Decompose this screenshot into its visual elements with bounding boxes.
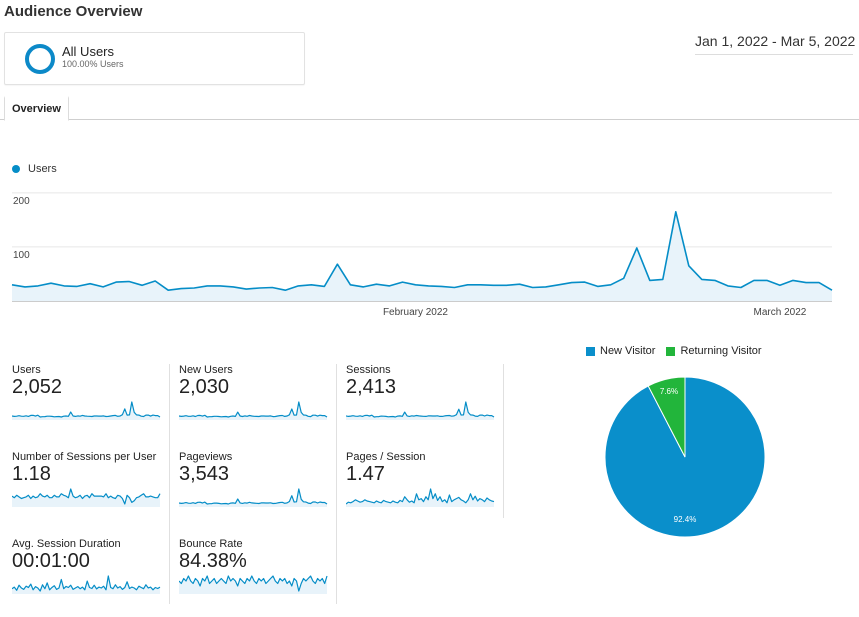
metric-divider bbox=[336, 364, 337, 604]
tab-bar: Overview bbox=[0, 94, 859, 121]
sparkline-line bbox=[346, 488, 495, 505]
sparkline-line bbox=[12, 401, 161, 418]
sparkline-fill bbox=[12, 402, 160, 420]
metric-value: 1.47 bbox=[346, 463, 385, 485]
y-tick-label: 100 bbox=[13, 250, 30, 261]
metric-label: Pages / Session bbox=[346, 451, 426, 463]
x-tick-label: February 2022 bbox=[383, 307, 448, 318]
metric-tile-number-of-sessions-per-user[interactable]: Number of Sessions per User 1.18 bbox=[12, 451, 162, 531]
metric-tile-pageviews[interactable]: Pageviews 3,543 bbox=[179, 451, 329, 531]
metric-label: Number of Sessions per User bbox=[12, 451, 157, 463]
sparkline-line bbox=[12, 575, 161, 592]
metric-value: 1.18 bbox=[12, 463, 51, 485]
sparkline-fill bbox=[346, 402, 494, 420]
sparkline-line bbox=[12, 488, 161, 505]
metric-value: 2,052 bbox=[12, 376, 63, 398]
date-range-picker[interactable]: Jan 1, 2022 - Mar 5, 2022 bbox=[695, 33, 855, 55]
metric-value: 2,030 bbox=[179, 376, 230, 398]
pie-slice-returning-visitor[interactable] bbox=[647, 376, 686, 458]
sparkline bbox=[179, 488, 328, 507]
users-series-line bbox=[11, 211, 833, 291]
visitor-pie-chart[interactable]: 92.4% 7.6% bbox=[600, 372, 770, 542]
metric-tile-users[interactable]: Users 2,052 bbox=[12, 364, 162, 444]
sparkline bbox=[179, 401, 328, 420]
metric-tile-pages-session[interactable]: Pages / Session 1.47 bbox=[346, 451, 496, 531]
pie-legend-returning: Returning Visitor bbox=[666, 345, 762, 357]
metric-tile-avg-session-duration[interactable]: Avg. Session Duration 00:01:00 bbox=[12, 538, 162, 617]
returning-visitor-swatch-icon bbox=[666, 346, 676, 356]
metric-divider bbox=[503, 364, 504, 518]
sparkline-fill bbox=[12, 489, 160, 507]
sparkline-fill bbox=[179, 489, 327, 507]
pie-legend-new: New Visitor bbox=[586, 345, 655, 357]
sparkline-line bbox=[179, 401, 328, 418]
pie-label-new-visitor: 92.4% bbox=[674, 515, 697, 524]
metric-tile-new-users[interactable]: New Users 2,030 bbox=[179, 364, 329, 444]
y-tick-label: 200 bbox=[13, 196, 30, 207]
sparkline bbox=[12, 575, 161, 594]
new-visitor-swatch-icon bbox=[586, 346, 595, 356]
metric-label: Pageviews bbox=[179, 451, 233, 463]
chart-legend: Users bbox=[12, 163, 57, 175]
metric-label: Avg. Session Duration bbox=[12, 538, 121, 550]
metric-label: New Users bbox=[179, 364, 233, 376]
metric-value: 84.38% bbox=[179, 550, 247, 572]
sparkline bbox=[12, 488, 161, 507]
segment-card[interactable]: All Users 100.00% Users bbox=[4, 32, 305, 85]
legend-label-users: Users bbox=[28, 163, 57, 175]
metric-divider bbox=[169, 364, 170, 604]
users-area-fill bbox=[12, 211, 832, 301]
sparkline-line bbox=[179, 488, 328, 505]
x-tick-label: March 2022 bbox=[754, 307, 807, 318]
pie-label-returning-visitor: 7.6% bbox=[660, 387, 678, 396]
pie-legend: New Visitor Returning Visitor bbox=[586, 345, 773, 357]
users-line-chart[interactable]: 200 100 February 2022 March 2022 bbox=[0, 178, 859, 323]
segment-subtitle: 100.00% Users bbox=[62, 59, 124, 69]
pie-legend-label-new: New Visitor bbox=[600, 345, 656, 357]
sparkline-fill bbox=[179, 402, 327, 420]
pie-legend-label-returning: Returning Visitor bbox=[680, 345, 762, 357]
metric-label: Sessions bbox=[346, 364, 391, 376]
segment-ring-icon bbox=[25, 44, 55, 74]
metric-tile-sessions[interactable]: Sessions 2,413 bbox=[346, 364, 496, 444]
metric-tile-bounce-rate[interactable]: Bounce Rate 84.38% bbox=[179, 538, 329, 617]
sparkline bbox=[12, 401, 161, 420]
sparkline bbox=[179, 575, 328, 594]
metric-label: Users bbox=[12, 364, 41, 376]
metric-value: 00:01:00 bbox=[12, 550, 90, 572]
sparkline bbox=[346, 488, 495, 507]
sparkline-line bbox=[346, 401, 495, 418]
sparkline-fill bbox=[346, 489, 494, 507]
legend-dot-icon bbox=[12, 165, 20, 173]
sparkline bbox=[346, 401, 495, 420]
metric-label: Bounce Rate bbox=[179, 538, 243, 550]
metric-value: 2,413 bbox=[346, 376, 397, 398]
page-title: Audience Overview bbox=[4, 3, 143, 20]
sparkline-line bbox=[179, 575, 328, 592]
segment-name: All Users bbox=[62, 44, 115, 59]
metric-value: 3,543 bbox=[179, 463, 230, 485]
tab-overview[interactable]: Overview bbox=[4, 96, 69, 121]
sparkline-fill bbox=[179, 576, 327, 594]
